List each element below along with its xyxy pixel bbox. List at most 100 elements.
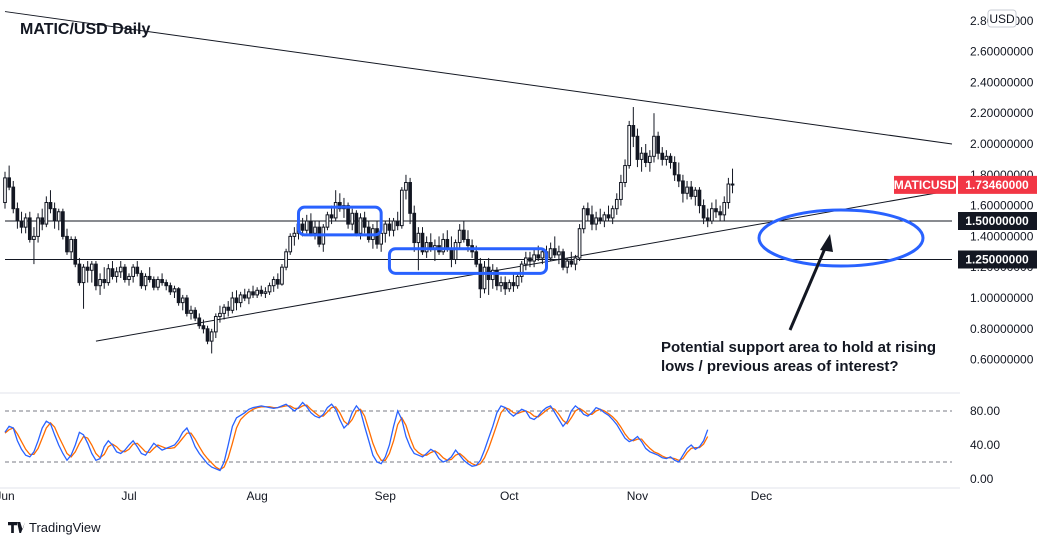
candle-body-down (160, 279, 164, 284)
candle-body-down (503, 282, 508, 290)
annotation-text-line-2: lows / previous areas of interest? (661, 358, 899, 375)
candle (15, 202, 20, 229)
candle (594, 211, 598, 231)
candle-body-up (557, 251, 561, 256)
candle-body-up (548, 248, 553, 259)
candle (292, 227, 297, 246)
candle (7, 165, 11, 191)
candle (40, 208, 45, 231)
candle (710, 202, 714, 225)
tradingview-brand[interactable]: TradingView (8, 520, 101, 535)
candle (118, 261, 123, 278)
candle-body-down (77, 263, 82, 284)
candle-body-down (102, 279, 107, 284)
candle-body-down (48, 202, 53, 210)
candle (457, 224, 462, 249)
candle-body-up (602, 214, 607, 222)
candle-body-up (379, 232, 384, 245)
candle-body-down (226, 306, 231, 311)
candle (48, 190, 53, 214)
candle-body-up (639, 152, 644, 160)
candle-body-down (412, 212, 417, 244)
candle-body-up (404, 182, 408, 191)
candle-body-up (623, 165, 627, 183)
candle (631, 107, 636, 148)
candle (139, 270, 144, 289)
candle (106, 264, 111, 286)
candle-body-up (532, 254, 536, 262)
candle (561, 248, 565, 271)
candle (685, 180, 689, 200)
rsi-tick-label: 80.00 (970, 404, 1000, 418)
candle-body-up (499, 282, 503, 287)
candle-body-up (255, 289, 259, 296)
candle-body-up (98, 279, 102, 287)
candle-body-down (65, 235, 69, 253)
candle-body-down (474, 251, 479, 265)
candle-body-down (362, 217, 367, 228)
candle (151, 276, 156, 291)
candle (73, 236, 78, 268)
candle-body-up (238, 294, 243, 304)
candle (81, 264, 86, 309)
candle (131, 264, 135, 283)
candle (176, 287, 181, 306)
candle (19, 211, 24, 234)
candle (213, 313, 218, 339)
tradingview-logo-icon (8, 522, 25, 533)
candle (89, 261, 94, 283)
candle (251, 285, 255, 298)
candle-body-up (490, 269, 495, 281)
candle (23, 213, 28, 234)
candle-body-down (701, 205, 706, 219)
currency-label: USD (989, 12, 1015, 26)
candle-body-down (40, 217, 45, 225)
candle-body-down (495, 269, 499, 287)
support-annotation: Potential support area to hold at rising… (661, 208, 936, 375)
candle (3, 171, 7, 209)
candle-body-up (507, 282, 512, 290)
candle (114, 267, 119, 283)
candle-body-up (614, 198, 619, 210)
candle-body-up (441, 238, 446, 253)
currency-badge[interactable]: USD (987, 9, 1017, 28)
candle (201, 319, 206, 334)
candle (329, 205, 334, 225)
candle-body-up (156, 279, 160, 288)
candle (94, 261, 98, 291)
candle (602, 211, 607, 228)
candle (399, 187, 404, 229)
candle (383, 221, 388, 243)
candle (548, 242, 553, 262)
candle (424, 236, 429, 258)
candle (259, 285, 264, 297)
candle-body-down (19, 220, 24, 228)
candle-body-down (730, 183, 735, 186)
candle-body-up (267, 285, 272, 293)
candle (44, 196, 49, 228)
candle (193, 307, 197, 322)
candle (643, 144, 648, 168)
candle-body-down (668, 155, 673, 163)
annotation-text-line-1: Potential support area to hold at rising (661, 339, 936, 356)
candle (672, 156, 677, 181)
candle-body-down (660, 152, 665, 160)
candle-body-up (106, 268, 111, 284)
candle (102, 267, 107, 289)
candle-body-down (7, 177, 11, 188)
candle (366, 221, 371, 243)
candle-body-up (172, 288, 177, 293)
candle-body-up (619, 182, 623, 200)
candle-body-down (478, 263, 483, 290)
candle-body-up (722, 202, 727, 216)
candle-body-down (61, 211, 65, 237)
candle (238, 291, 243, 308)
candle (689, 180, 694, 200)
candle (519, 261, 524, 283)
candle-body-up (453, 242, 458, 260)
candle (652, 113, 656, 163)
candle-body-down (259, 289, 264, 294)
candle-body-down (705, 217, 710, 222)
candle (697, 187, 702, 214)
candle (610, 205, 615, 225)
